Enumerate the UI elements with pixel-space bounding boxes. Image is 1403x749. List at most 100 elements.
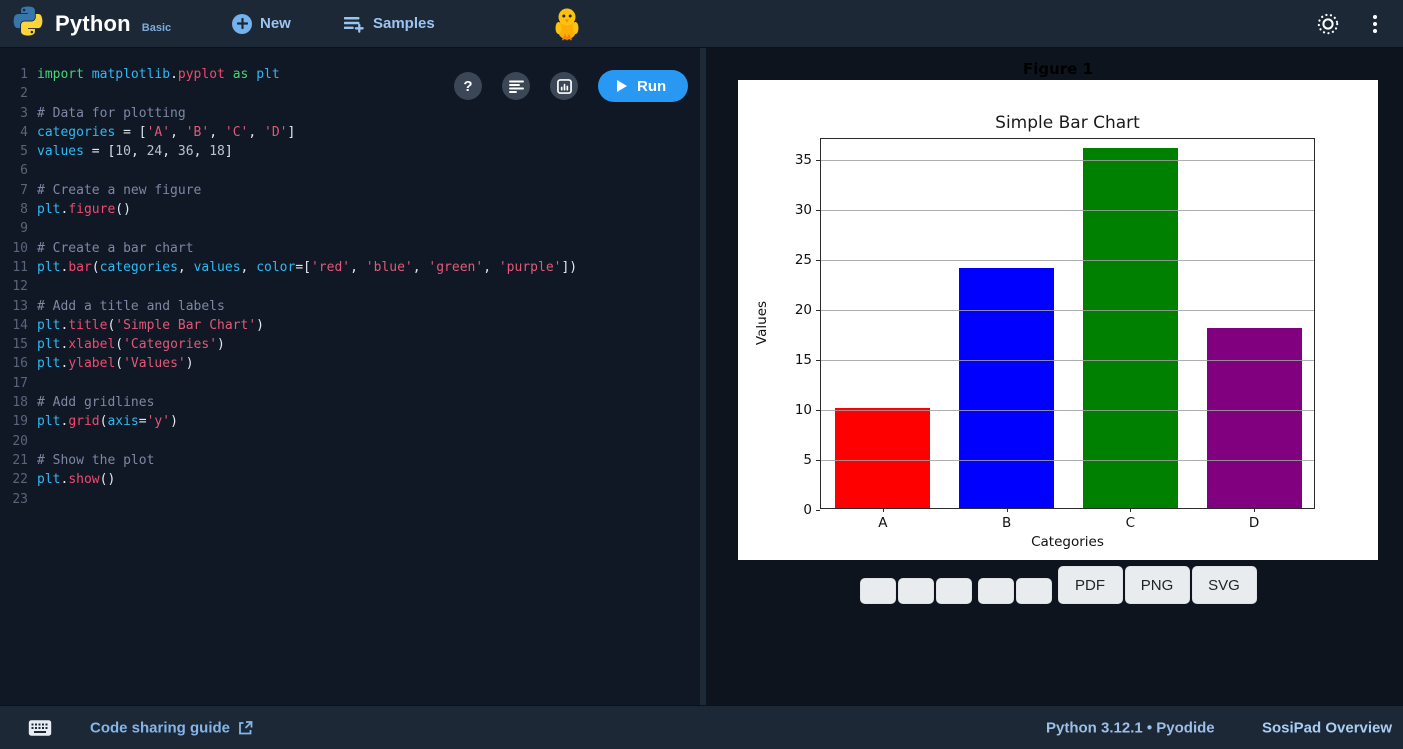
bar-A [835, 408, 931, 508]
code-line[interactable]: 21 # Show the plot [0, 451, 700, 470]
line-number: 4 [20, 124, 28, 140]
code-line[interactable]: 20 [0, 432, 700, 451]
code-token: , [162, 144, 178, 160]
code-line[interactable]: 8 plt.figure() [0, 200, 700, 219]
code-token: plt [37, 472, 61, 488]
line-number: 8 [20, 202, 28, 218]
code-editor[interactable]: 1 import matplotlib.pyplot as plt 2 3 # Data… [0, 48, 700, 705]
code-line[interactable]: 3 # Data for plotting [0, 104, 700, 123]
export-svg-button[interactable]: SVG [1191, 566, 1257, 604]
figure-canvas[interactable]: Simple Bar Chart Values 0 5 10 15 20 25 30 35 A B C D… [738, 80, 1378, 560]
y-tick-label: 5 [803, 452, 812, 468]
line-number: 15 [12, 337, 28, 353]
code-text [28, 374, 37, 393]
external-link-icon [239, 720, 253, 734]
code-line[interactable]: 12 [0, 277, 700, 296]
code-line[interactable]: 1 import matplotlib.pyplot as plt [0, 65, 700, 84]
code-token: plt [37, 202, 61, 218]
code-line[interactable]: 15 plt.xlabel('Categories') [0, 335, 700, 354]
line-number: 2 [20, 86, 28, 102]
code-token: 10 [115, 144, 131, 160]
code-line[interactable]: 19 plt.grid(axis='y') [0, 412, 700, 431]
keyboard-shortcuts-button[interactable] [28, 719, 52, 736]
y-tick-label: 35 [794, 152, 812, 168]
y-tick-mark [816, 159, 820, 161]
code-line[interactable]: 2 [0, 84, 700, 103]
code-line[interactable]: 13 # Add a title and labels [0, 297, 700, 316]
code-line[interactable]: 18 # Add gridlines [0, 393, 700, 412]
line-number: 20 [12, 433, 28, 449]
code-text [28, 432, 37, 451]
panel-resizer[interactable] [700, 48, 706, 705]
export-png-button[interactable]: PNG [1124, 566, 1190, 604]
code-line[interactable]: 10 # Create a bar chart [0, 239, 700, 258]
code-line[interactable]: 7 # Create a new figure [0, 181, 700, 200]
show-plot-button[interactable] [550, 72, 578, 100]
code-line[interactable]: 23 [0, 490, 700, 509]
line-number: 3 [20, 105, 28, 121]
code-sharing-guide-link[interactable]: Code sharing guide [90, 719, 253, 736]
export-pdf-button[interactable]: PDF [1057, 566, 1123, 604]
code-token: plt [256, 67, 280, 82]
overflow-menu-button[interactable] [1367, 13, 1383, 35]
code-token: bar [68, 259, 92, 275]
figure-nav-group [977, 578, 1052, 604]
code-token: ( [107, 317, 116, 333]
samples-button[interactable]: Samples [344, 15, 435, 33]
bar-C [1082, 148, 1178, 508]
y-tick-mark [816, 259, 820, 261]
help-button[interactable]: ? [454, 72, 482, 100]
y-tick-mark [816, 359, 820, 361]
code-text: import matplotlib.pyplot as plt [28, 65, 280, 84]
line-number: 16 [12, 356, 28, 372]
code-line[interactable]: 22 plt.show() [0, 470, 700, 489]
code-line[interactable]: 9 [0, 219, 700, 238]
y-tick-mark [816, 309, 820, 311]
x-axis-label: Categories [1031, 534, 1104, 550]
line-number: 10 [12, 240, 28, 256]
code-token: title [68, 317, 108, 333]
code-token: , [209, 124, 225, 140]
line-number: 12 [12, 279, 28, 295]
y-tick-mark [816, 409, 820, 411]
line-number: 6 [20, 163, 28, 179]
figure-nav-button[interactable] [935, 578, 972, 604]
x-tick-label: A [878, 515, 888, 531]
new-button[interactable]: New [232, 13, 291, 34]
code-token: , [483, 259, 499, 275]
y-tick-label: 0 [803, 502, 812, 518]
code-line[interactable]: 6 [0, 161, 700, 180]
code-token: . [60, 356, 69, 372]
code-line[interactable]: 5 values = [10, 24, 36, 18] [0, 142, 700, 161]
run-button[interactable]: Run [598, 70, 689, 102]
code-sharing-guide-label: Code sharing guide [90, 719, 231, 736]
theme-toggle-button[interactable] [1315, 11, 1341, 37]
gridline [821, 459, 1314, 461]
line-number: 22 [12, 472, 28, 488]
y-tick-label: 20 [794, 302, 812, 318]
gridline [821, 209, 1314, 211]
figure-nav-button[interactable] [977, 578, 1014, 604]
code-token: figure [68, 202, 116, 218]
line-number: 19 [12, 414, 28, 430]
code-text: plt.title('Simple Bar Chart') [28, 316, 264, 335]
python-logo-icon [13, 6, 43, 36]
code-line[interactable]: 11 plt.bar(categories, values, color=['re… [0, 258, 700, 277]
code-text: plt.grid(axis='y') [28, 412, 178, 431]
code-line[interactable]: 17 [0, 374, 700, 393]
figure-nav-button[interactable] [1015, 578, 1052, 604]
code-token: 'y' [146, 414, 171, 430]
code-line[interactable]: 16 plt.ylabel('Values') [0, 354, 700, 373]
code-line[interactable]: 14 plt.title('Simple Bar Chart') [0, 316, 700, 335]
code-token: 'Categories' [123, 337, 218, 353]
app-brand: Python Basic [10, 6, 171, 42]
code-text: # Create a new figure [28, 181, 201, 200]
sosipad-overview-link[interactable]: SosiPad Overview [1262, 719, 1393, 736]
gridline [821, 259, 1314, 261]
samples-button-label: Samples [373, 15, 435, 32]
format-code-button[interactable] [502, 72, 530, 100]
figure-nav-button[interactable] [897, 578, 934, 604]
code-token: grid [68, 414, 100, 430]
code-line[interactable]: 4 categories = ['A', 'B', 'C', 'D'] [0, 123, 700, 142]
figure-nav-button[interactable] [859, 578, 896, 604]
